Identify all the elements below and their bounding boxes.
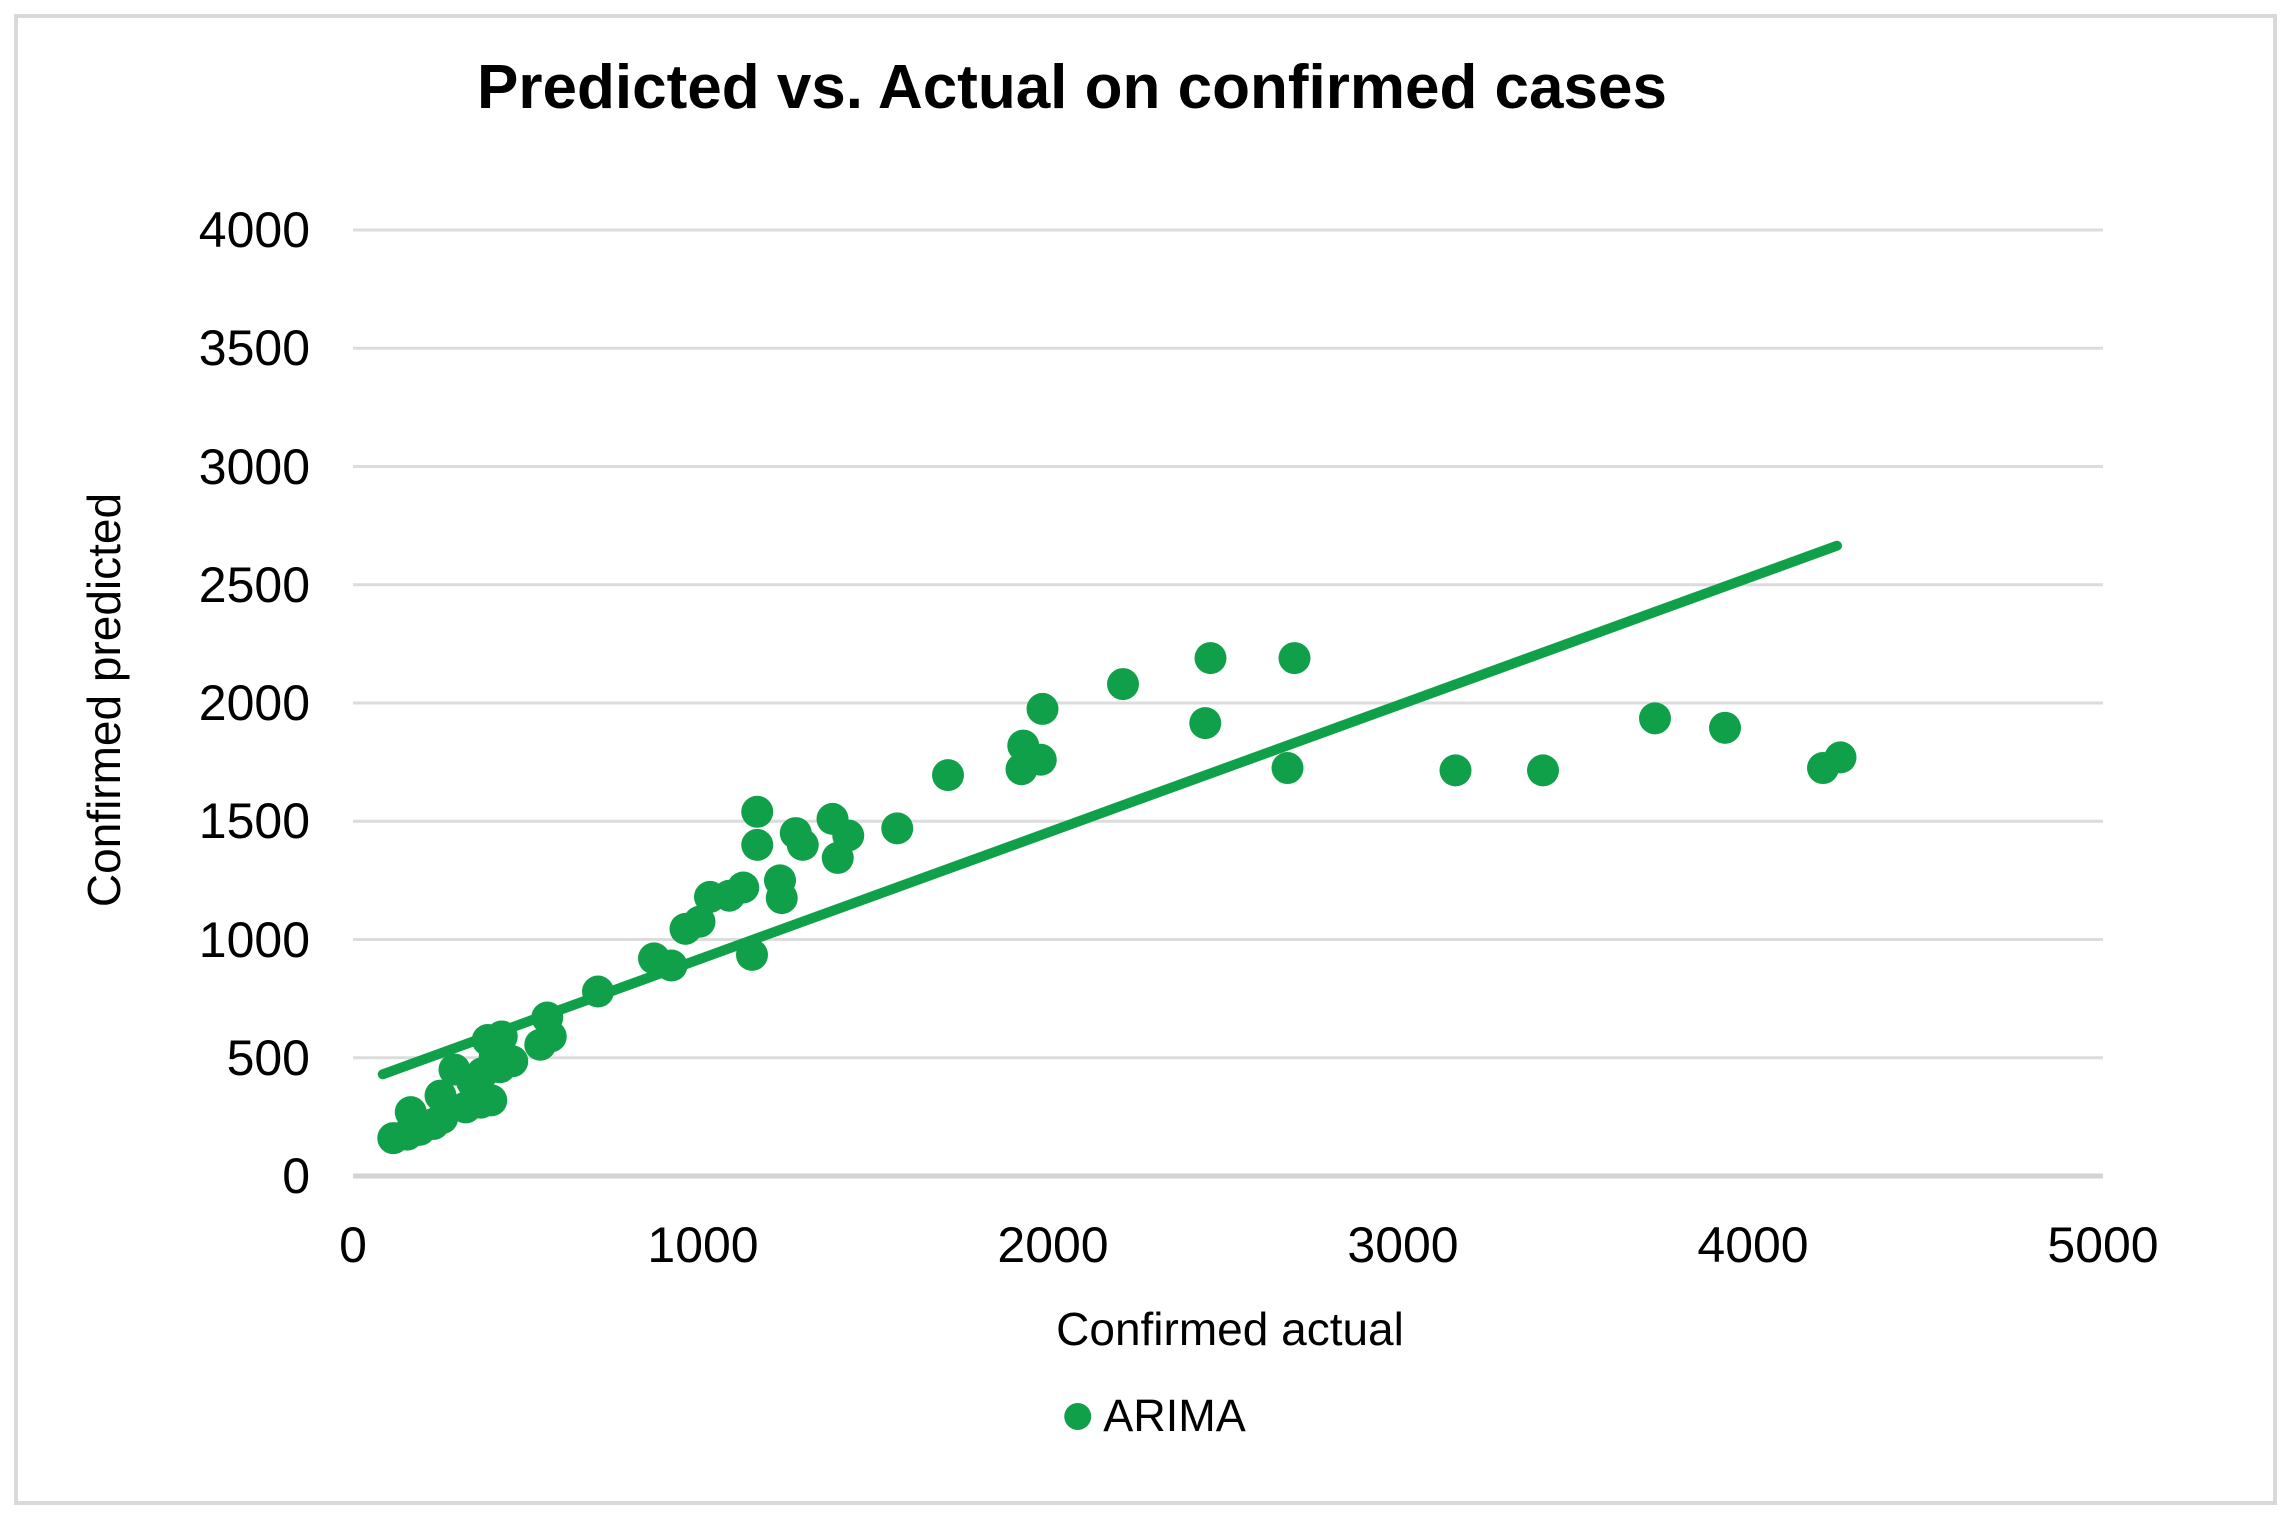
x-axis-tick-label: 2000 — [997, 1217, 1109, 1273]
legend-marker-icon — [1064, 1402, 1092, 1430]
x-axis-tick-label: 0 — [339, 1217, 367, 1273]
scatter-point — [496, 1045, 529, 1078]
scatter-point — [683, 905, 716, 938]
legend-label: ARIMA — [1103, 1390, 1246, 1441]
scatter-point — [1824, 741, 1857, 774]
y-axis-tick-label: 2000 — [198, 675, 310, 731]
scatter-point — [485, 1020, 518, 1053]
scatter-point — [727, 871, 760, 904]
scatter-point — [1639, 702, 1671, 735]
scatter-point — [394, 1096, 427, 1129]
x-axis-tick-label: 4000 — [1697, 1217, 1809, 1273]
scatter-point — [1278, 642, 1311, 675]
scatter-point — [736, 938, 768, 971]
scatter-point — [832, 819, 865, 852]
scatter-point — [765, 882, 798, 915]
scatter-point — [1439, 754, 1472, 787]
scatter-point — [1709, 711, 1741, 744]
y-axis-tick-label: 0 — [282, 1148, 310, 1204]
scatter-point — [741, 795, 774, 828]
chart-border — [14, 14, 2277, 1505]
y-axis-tick-label: 1500 — [198, 793, 310, 850]
y-axis-tick-label: 3000 — [198, 438, 310, 495]
y-axis-tick-label: 1000 — [198, 911, 310, 968]
scatter-point — [1194, 642, 1227, 675]
legend: ARIMA — [1064, 1392, 1246, 1440]
y-axis-tick-label: 4000 — [198, 202, 310, 258]
y-axis-tick-label: 2500 — [198, 556, 310, 613]
scatter-point — [881, 812, 914, 845]
scatter-point — [424, 1079, 457, 1112]
x-axis-title: Confirmed actual — [1056, 1303, 1404, 1355]
x-axis-tick-label: 5000 — [2047, 1217, 2159, 1273]
chart-title: Predicted vs. Actual on confirmed cases — [477, 53, 1667, 122]
y-axis-tick-label: 500 — [226, 1029, 310, 1086]
scatter-point — [655, 949, 688, 982]
scatter-point — [1107, 668, 1139, 701]
scatter-point — [531, 1001, 564, 1034]
scatter-point — [1024, 743, 1057, 776]
x-axis-tick-label: 3000 — [1347, 1217, 1459, 1273]
scatter-point — [1271, 752, 1304, 785]
scatter-point — [438, 1053, 471, 1086]
x-axis-tick-label: 1000 — [647, 1217, 759, 1273]
trend-line — [377, 540, 1842, 1080]
scatter-point — [1527, 754, 1559, 787]
scatter-point — [932, 759, 964, 792]
y-axis-tick-label: 3500 — [198, 320, 310, 377]
scatter-point — [582, 975, 614, 1008]
scatter-point — [1189, 707, 1222, 740]
scatter-point — [741, 828, 774, 861]
scatter-point — [1026, 692, 1059, 725]
scatter-point — [786, 828, 819, 861]
